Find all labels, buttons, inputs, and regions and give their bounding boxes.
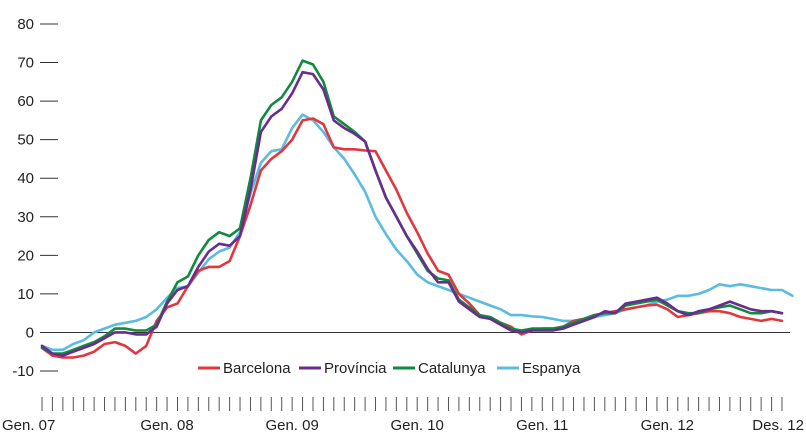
x-tick-label: Gen. 09 xyxy=(265,417,318,434)
y-tick-label: -10 xyxy=(12,363,34,380)
y-tick-label: 0 xyxy=(26,324,34,341)
x-tick-label: Gen. 08 xyxy=(140,417,193,434)
legend-label: Província xyxy=(324,360,387,377)
x-tick-label: Gen. 12 xyxy=(641,417,694,434)
x-tick-label: Des. 12 xyxy=(752,417,804,434)
series-line-espanya xyxy=(40,113,794,352)
y-tick-label: 80 xyxy=(17,16,34,33)
y-tick-label: 60 xyxy=(17,93,34,110)
y-tick-label: 70 xyxy=(17,55,34,72)
y-tick-label: 10 xyxy=(17,286,34,303)
y-axis: -10 0 10 20 30 40 50 60 70 80 xyxy=(12,16,58,380)
x-tick-label: Gen. 11 xyxy=(516,417,568,434)
x-tick-label: Gen. 10 xyxy=(391,417,444,434)
series-line-provncia xyxy=(40,70,784,357)
x-axis: Gen. 07 Gen. 08 Gen. 09 Gen. 10 Gen. 11 Gen. … xyxy=(2,397,804,434)
y-tick-label: 50 xyxy=(17,132,34,149)
y-tick-label: 40 xyxy=(17,170,34,187)
legend-label: Espanya xyxy=(522,360,581,377)
y-tick-label: 20 xyxy=(17,247,34,264)
series-line-catalunya xyxy=(40,59,784,355)
legend-label: Catalunya xyxy=(418,360,486,377)
legend-label: Barcelona xyxy=(223,360,291,377)
legend: Barcelona Província Catalunya Espanya xyxy=(198,360,581,377)
series-line-barcelona xyxy=(40,117,784,359)
series-layer xyxy=(40,59,794,359)
y-tick-label: 30 xyxy=(17,209,34,226)
x-tick-label: Gen. 07 xyxy=(2,417,55,434)
